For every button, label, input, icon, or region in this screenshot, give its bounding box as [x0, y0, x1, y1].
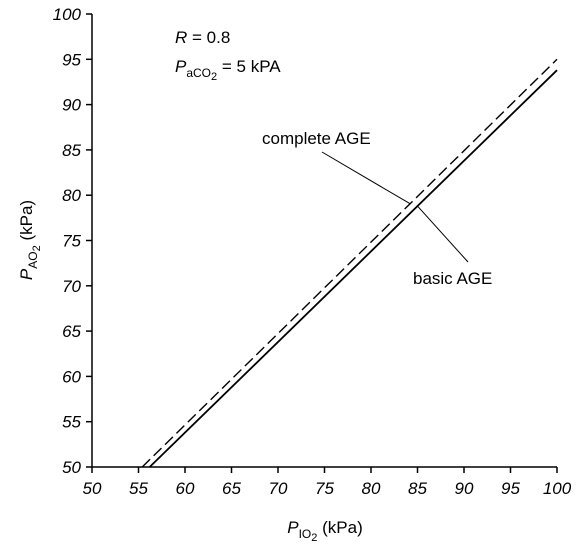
leader-layer — [321, 151, 469, 263]
x-tick-label: 75 — [315, 479, 334, 498]
r-value-label: R = 0.8 — [175, 28, 230, 47]
basic-age-label: basic AGE — [413, 269, 492, 288]
axes — [91, 14, 557, 468]
y-tick-label: 65 — [62, 322, 81, 341]
y-tick-label: 75 — [62, 232, 81, 251]
x-axis-title: PIO2 (kPa) — [287, 518, 362, 544]
x-ticks: 50 55 60 65 70 75 80 85 90 95 100 — [83, 467, 572, 498]
y-tick-label: 85 — [62, 141, 81, 160]
y-tick-label: 80 — [62, 186, 81, 205]
y-tick-label: 100 — [53, 5, 82, 24]
r-value-text: = 0.8 — [187, 28, 230, 47]
y-tick-label: 55 — [62, 413, 81, 432]
complete-age-leader-line — [321, 151, 411, 205]
y-tick-label: 90 — [62, 96, 81, 115]
x-tick-label: 90 — [455, 479, 474, 498]
x-tick-label: 70 — [269, 479, 288, 498]
y-tick-label: 50 — [62, 458, 81, 477]
x-tick-label: 60 — [176, 479, 195, 498]
x-tick-label: 100 — [543, 479, 572, 498]
y-ticks: 50 55 60 65 70 75 80 85 90 95 100 — [53, 5, 92, 477]
y-axis-title: PAO2 (kPa) — [17, 200, 43, 280]
y-tick-label: 60 — [62, 367, 81, 386]
x-tick-label: 80 — [362, 479, 381, 498]
x-tick-label: 55 — [129, 479, 148, 498]
y-tick-label: 70 — [62, 277, 81, 296]
series-line-complete-age — [141, 58, 558, 468]
x-tick-label: 95 — [501, 479, 520, 498]
x-tick-label: 85 — [408, 479, 427, 498]
complete-age-label: complete AGE — [262, 129, 371, 148]
basic-age-leader-line — [417, 205, 469, 263]
paco2-label: PaCO2 = 5 kPA — [175, 57, 281, 83]
y-tick-label: 95 — [62, 50, 81, 69]
series-layer — [141, 58, 558, 468]
x-tick-label: 65 — [222, 479, 241, 498]
series-line-basic-age — [149, 69, 558, 468]
x-tick-label: 50 — [83, 479, 102, 498]
